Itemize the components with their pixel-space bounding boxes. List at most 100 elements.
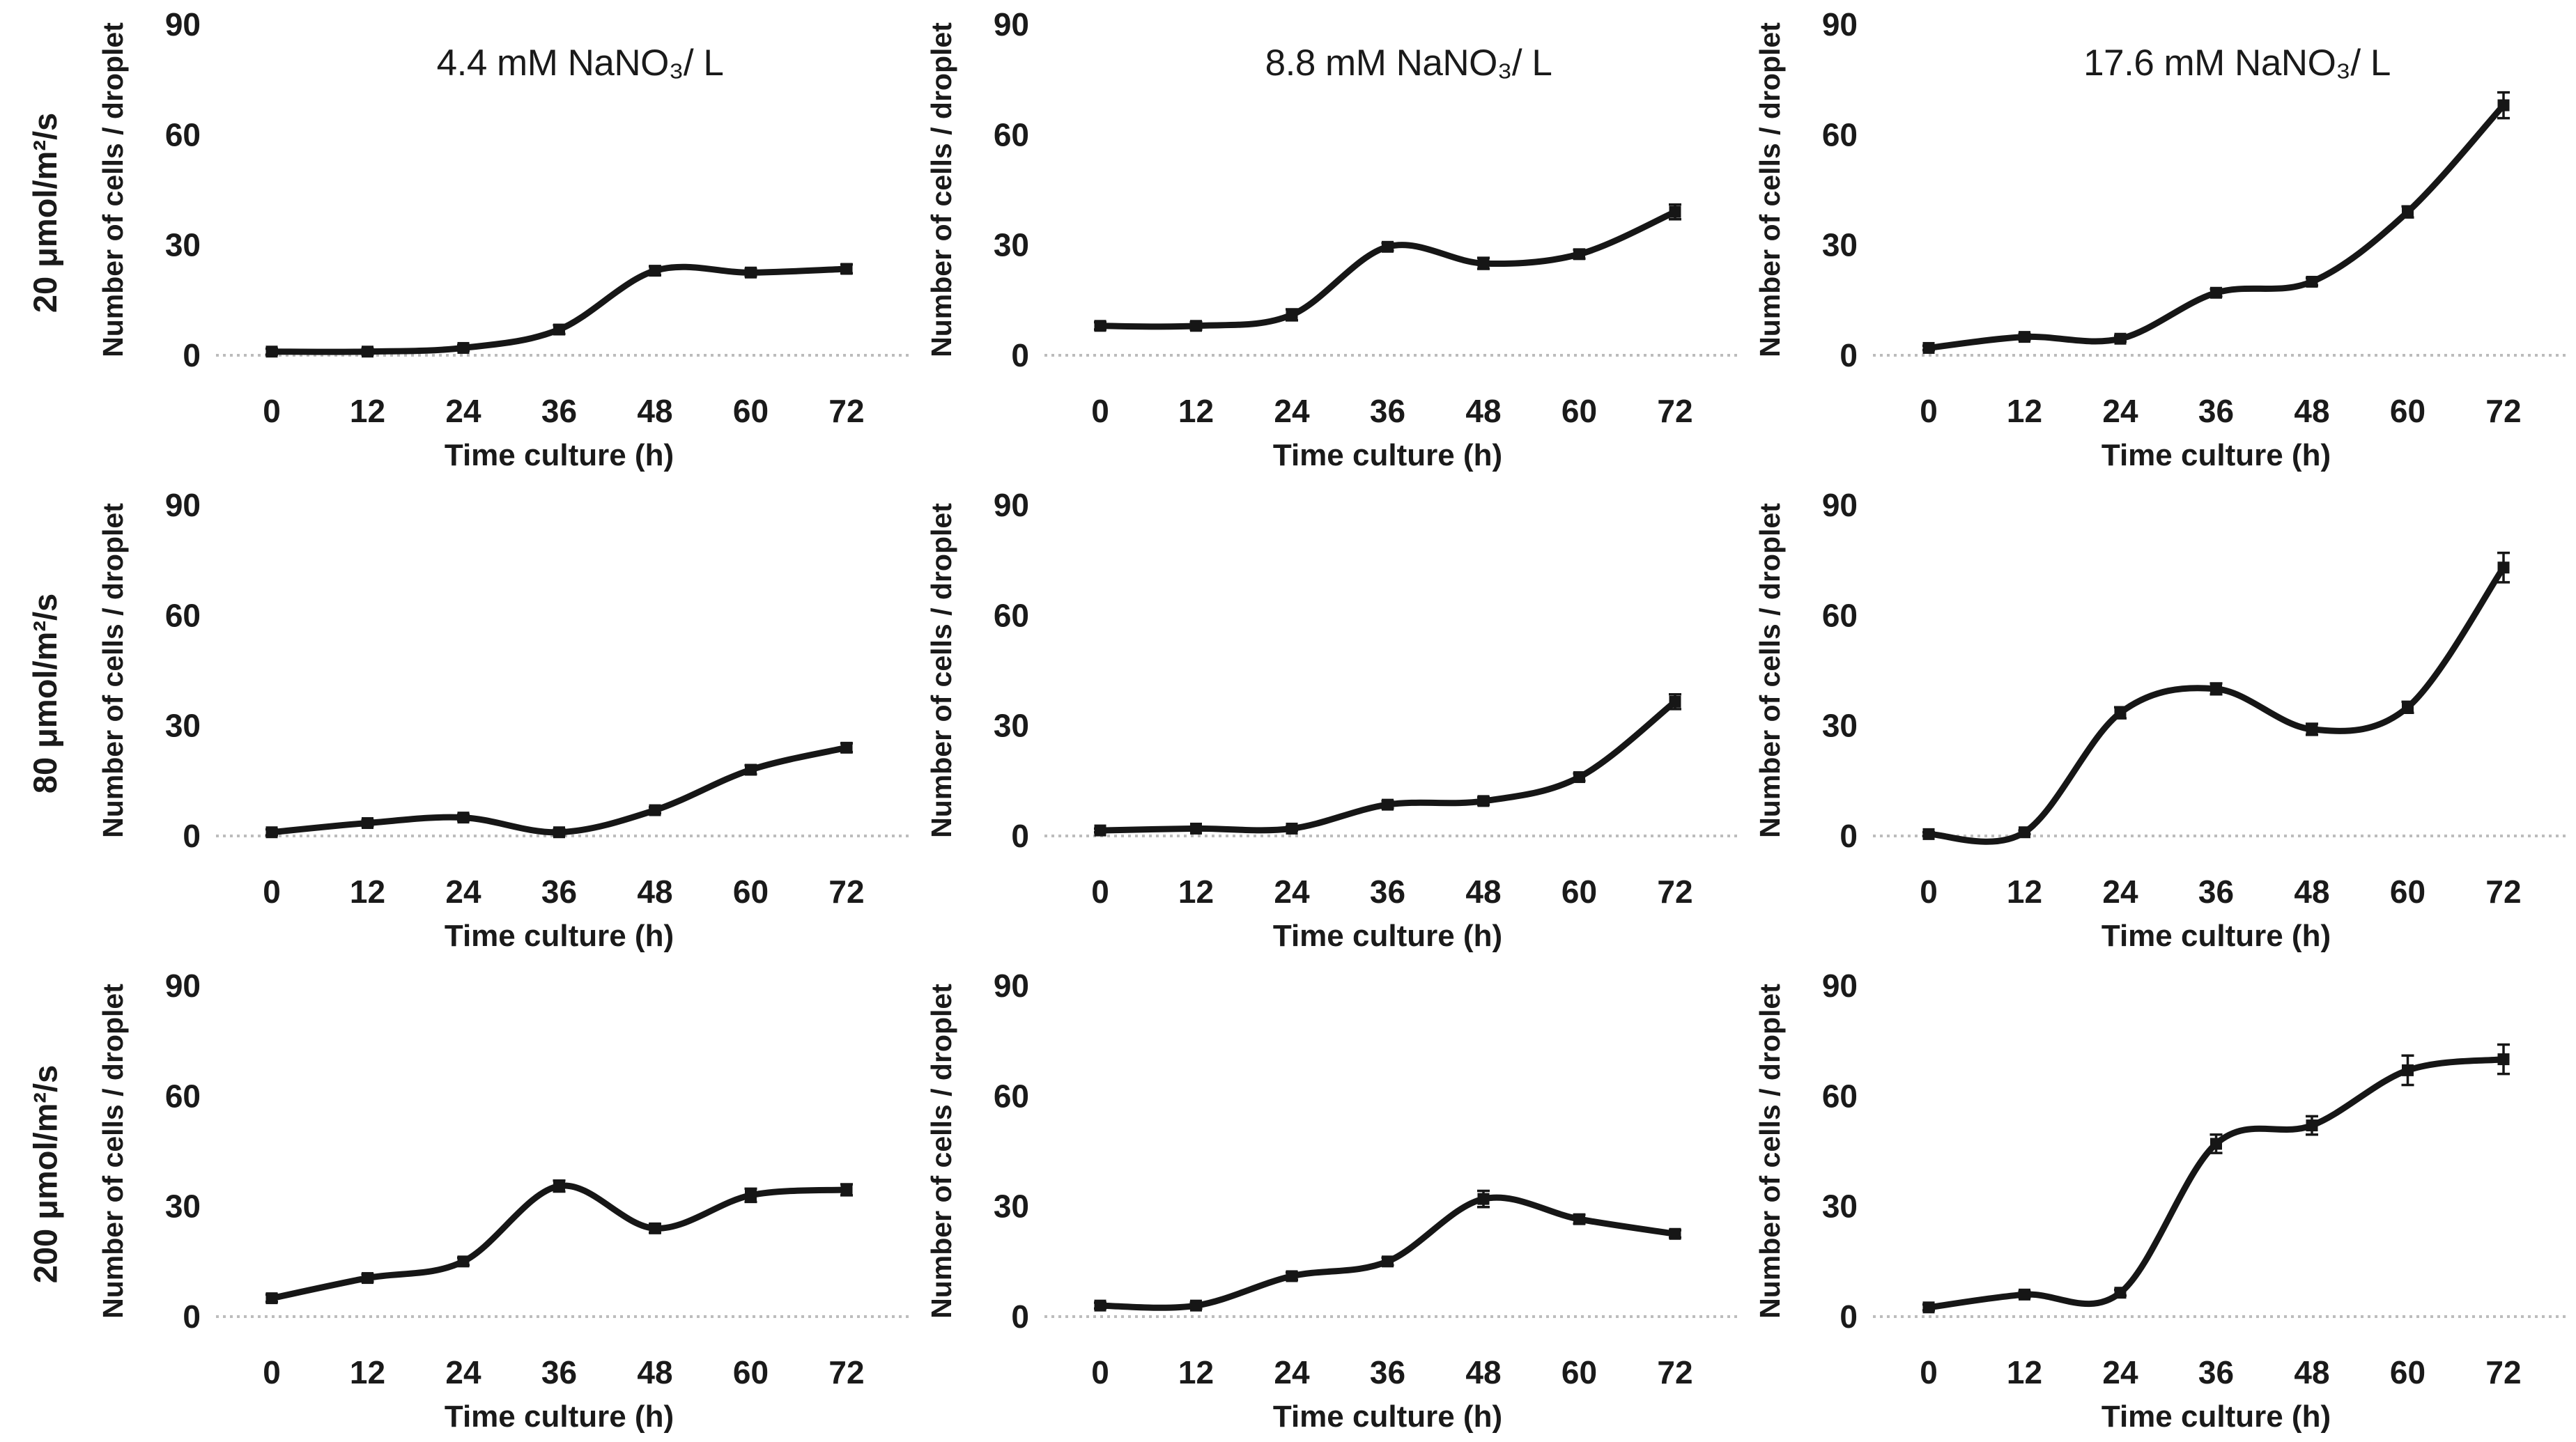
- chart-cell-r2c1: 0 30 60 90 Number of cells / droplet 0 12 24 36 4…: [91, 481, 919, 961]
- x-tick-label: 60: [733, 393, 769, 429]
- x-tick-label: 48: [2294, 874, 2329, 910]
- data-point-marker: [1190, 822, 1202, 835]
- x-tick-label: 12: [1178, 1354, 1214, 1390]
- x-tick-label: 0: [263, 1354, 281, 1390]
- y-tick-label: 0: [1840, 1298, 1858, 1335]
- data-point-marker: [457, 812, 470, 824]
- data-point-marker: [2114, 332, 2127, 345]
- chart-cell-r3c2: 0 30 60 90 Number of cells / droplet 0 12 24 36 4…: [919, 961, 1748, 1442]
- data-point-marker: [1094, 320, 1106, 332]
- y-tick-label: 0: [1840, 818, 1858, 854]
- plot-curve: [1925, 1056, 2507, 1311]
- x-tick-label: 72: [828, 393, 864, 429]
- data-point-marker: [457, 341, 470, 354]
- data-point-marker: [1286, 309, 1298, 321]
- chart-r2c3-80umol-17.6mM: 0 30 60 90 Number of cells / droplet 0 12 24 36 4…: [1754, 487, 2570, 953]
- data-point-marker: [1477, 257, 1490, 270]
- row-label-text: 20 μmol/m²/s: [26, 112, 64, 313]
- x-tick-label: 0: [1091, 393, 1109, 429]
- data-point-marker: [2402, 1064, 2414, 1076]
- error-bars-group: [1094, 693, 1681, 834]
- y-axis-label: Number of cells / droplet: [97, 984, 129, 1319]
- x-tick-label: 60: [733, 1354, 769, 1390]
- x-tick-label: 24: [1274, 874, 1310, 910]
- x-tick-label: 60: [2390, 393, 2425, 429]
- y-tick-label: 60: [165, 116, 201, 153]
- x-tick-label: 72: [2485, 1354, 2521, 1390]
- data-point-marker: [840, 1184, 853, 1196]
- data-point-marker: [1922, 1301, 1935, 1314]
- y-tick-label: 90: [165, 487, 201, 523]
- data-point-marker: [1573, 248, 1585, 261]
- data-point-marker: [2019, 1288, 2030, 1301]
- chart-r2c1-80umol-4.4mM: 0 30 60 90 Number of cells / droplet 0 12 24 36 4…: [97, 487, 913, 953]
- y-tick-label: 30: [165, 227, 201, 263]
- error-bars-group: [1922, 1043, 2510, 1312]
- y-tick-label: 30: [165, 708, 201, 744]
- x-axis-label: Time culture (h): [1273, 1400, 1502, 1434]
- x-axis-label: Time culture (h): [2101, 438, 2331, 472]
- y-axis-label: Number of cells / droplet: [925, 984, 957, 1319]
- chart-cell-r3c3: 0 30 60 90 Number of cells / droplet 0 12 24 36 4…: [1748, 961, 2576, 1442]
- data-point-marker: [1382, 240, 1394, 253]
- x-tick-label: 12: [1178, 874, 1214, 910]
- row-label-200umol: 200 μmol/m²/s: [0, 961, 91, 1442]
- data-point-marker: [1477, 1193, 1490, 1205]
- data-point-marker: [1094, 1299, 1106, 1312]
- y-tick-label: 90: [994, 6, 1029, 42]
- x-tick-label: 24: [445, 1354, 481, 1390]
- x-axis-label: Time culture (h): [1273, 438, 1502, 472]
- data-point-marker: [1922, 341, 1935, 354]
- data-point-marker: [2114, 1287, 2127, 1299]
- error-bars-group: [265, 263, 853, 356]
- x-tick-label: 24: [2102, 393, 2138, 429]
- x-tick-label: 12: [2007, 874, 2042, 910]
- data-point-marker: [265, 346, 278, 358]
- x-tick-label: 48: [1465, 1354, 1501, 1390]
- x-axis-label: Time culture (h): [445, 1400, 674, 1434]
- data-point-marker: [1382, 1255, 1394, 1268]
- x-axis-label: Time culture (h): [445, 919, 674, 953]
- x-tick-label: 48: [2294, 393, 2329, 429]
- data-point-marker: [840, 263, 853, 275]
- y-axis-label: Number of cells / droplet: [925, 22, 957, 357]
- x-tick-label: 60: [1561, 874, 1597, 910]
- row-label-text: 200 μmol/m²/s: [26, 1064, 64, 1283]
- y-tick-label: 90: [165, 6, 201, 42]
- x-axis-label: Time culture (h): [2101, 1400, 2331, 1434]
- y-tick-label: 90: [1822, 968, 1858, 1004]
- data-point-marker: [265, 1292, 278, 1305]
- error-bars-group: [1094, 1189, 1681, 1310]
- x-axis-label: Time culture (h): [445, 438, 674, 472]
- data-point-marker: [745, 1189, 757, 1202]
- error-bars-group: [1922, 91, 2510, 352]
- data-point-marker: [840, 741, 853, 754]
- chart-cell-r1c3: 0 30 60 90 Number of cells / droplet 0 12 24 36 4…: [1748, 0, 2576, 481]
- y-tick-label: 90: [994, 968, 1029, 1004]
- chart-r3c3-200umol-17.6mM: 0 30 60 90 Number of cells / droplet 0 12 24 36 4…: [1754, 968, 2570, 1434]
- data-point-marker: [745, 266, 757, 279]
- x-tick-label: 0: [1920, 874, 1938, 910]
- y-tick-label: 30: [1822, 708, 1858, 744]
- y-axis-label: Number of cells / droplet: [97, 22, 129, 357]
- data-point-marker: [2306, 723, 2318, 736]
- y-tick-label: 60: [994, 116, 1029, 153]
- y-tick-label: 0: [183, 818, 201, 854]
- data-point-marker: [2019, 826, 2030, 839]
- y-tick-label: 60: [165, 1078, 201, 1114]
- data-point-marker: [1669, 206, 1681, 218]
- plot-curve: [268, 1182, 850, 1302]
- row-label-text: 80 μmol/m²/s: [26, 593, 64, 793]
- x-tick-label: 24: [445, 393, 481, 429]
- data-point-marker: [1190, 320, 1202, 332]
- x-tick-label: 0: [1091, 1354, 1109, 1390]
- data-point-marker: [2497, 1053, 2510, 1066]
- y-tick-label: 60: [165, 597, 201, 633]
- chart-r3c1-200umol-4.4mM: 0 30 60 90 Number of cells / droplet 0 12 24 36 4…: [97, 968, 913, 1434]
- y-axis-label: Number of cells / droplet: [925, 503, 957, 838]
- x-tick-label: 24: [2102, 1354, 2138, 1390]
- x-tick-label: 12: [350, 393, 385, 429]
- data-point-marker: [2497, 99, 2510, 111]
- row-label-20umol: 20 μmol/m²/s: [0, 0, 91, 481]
